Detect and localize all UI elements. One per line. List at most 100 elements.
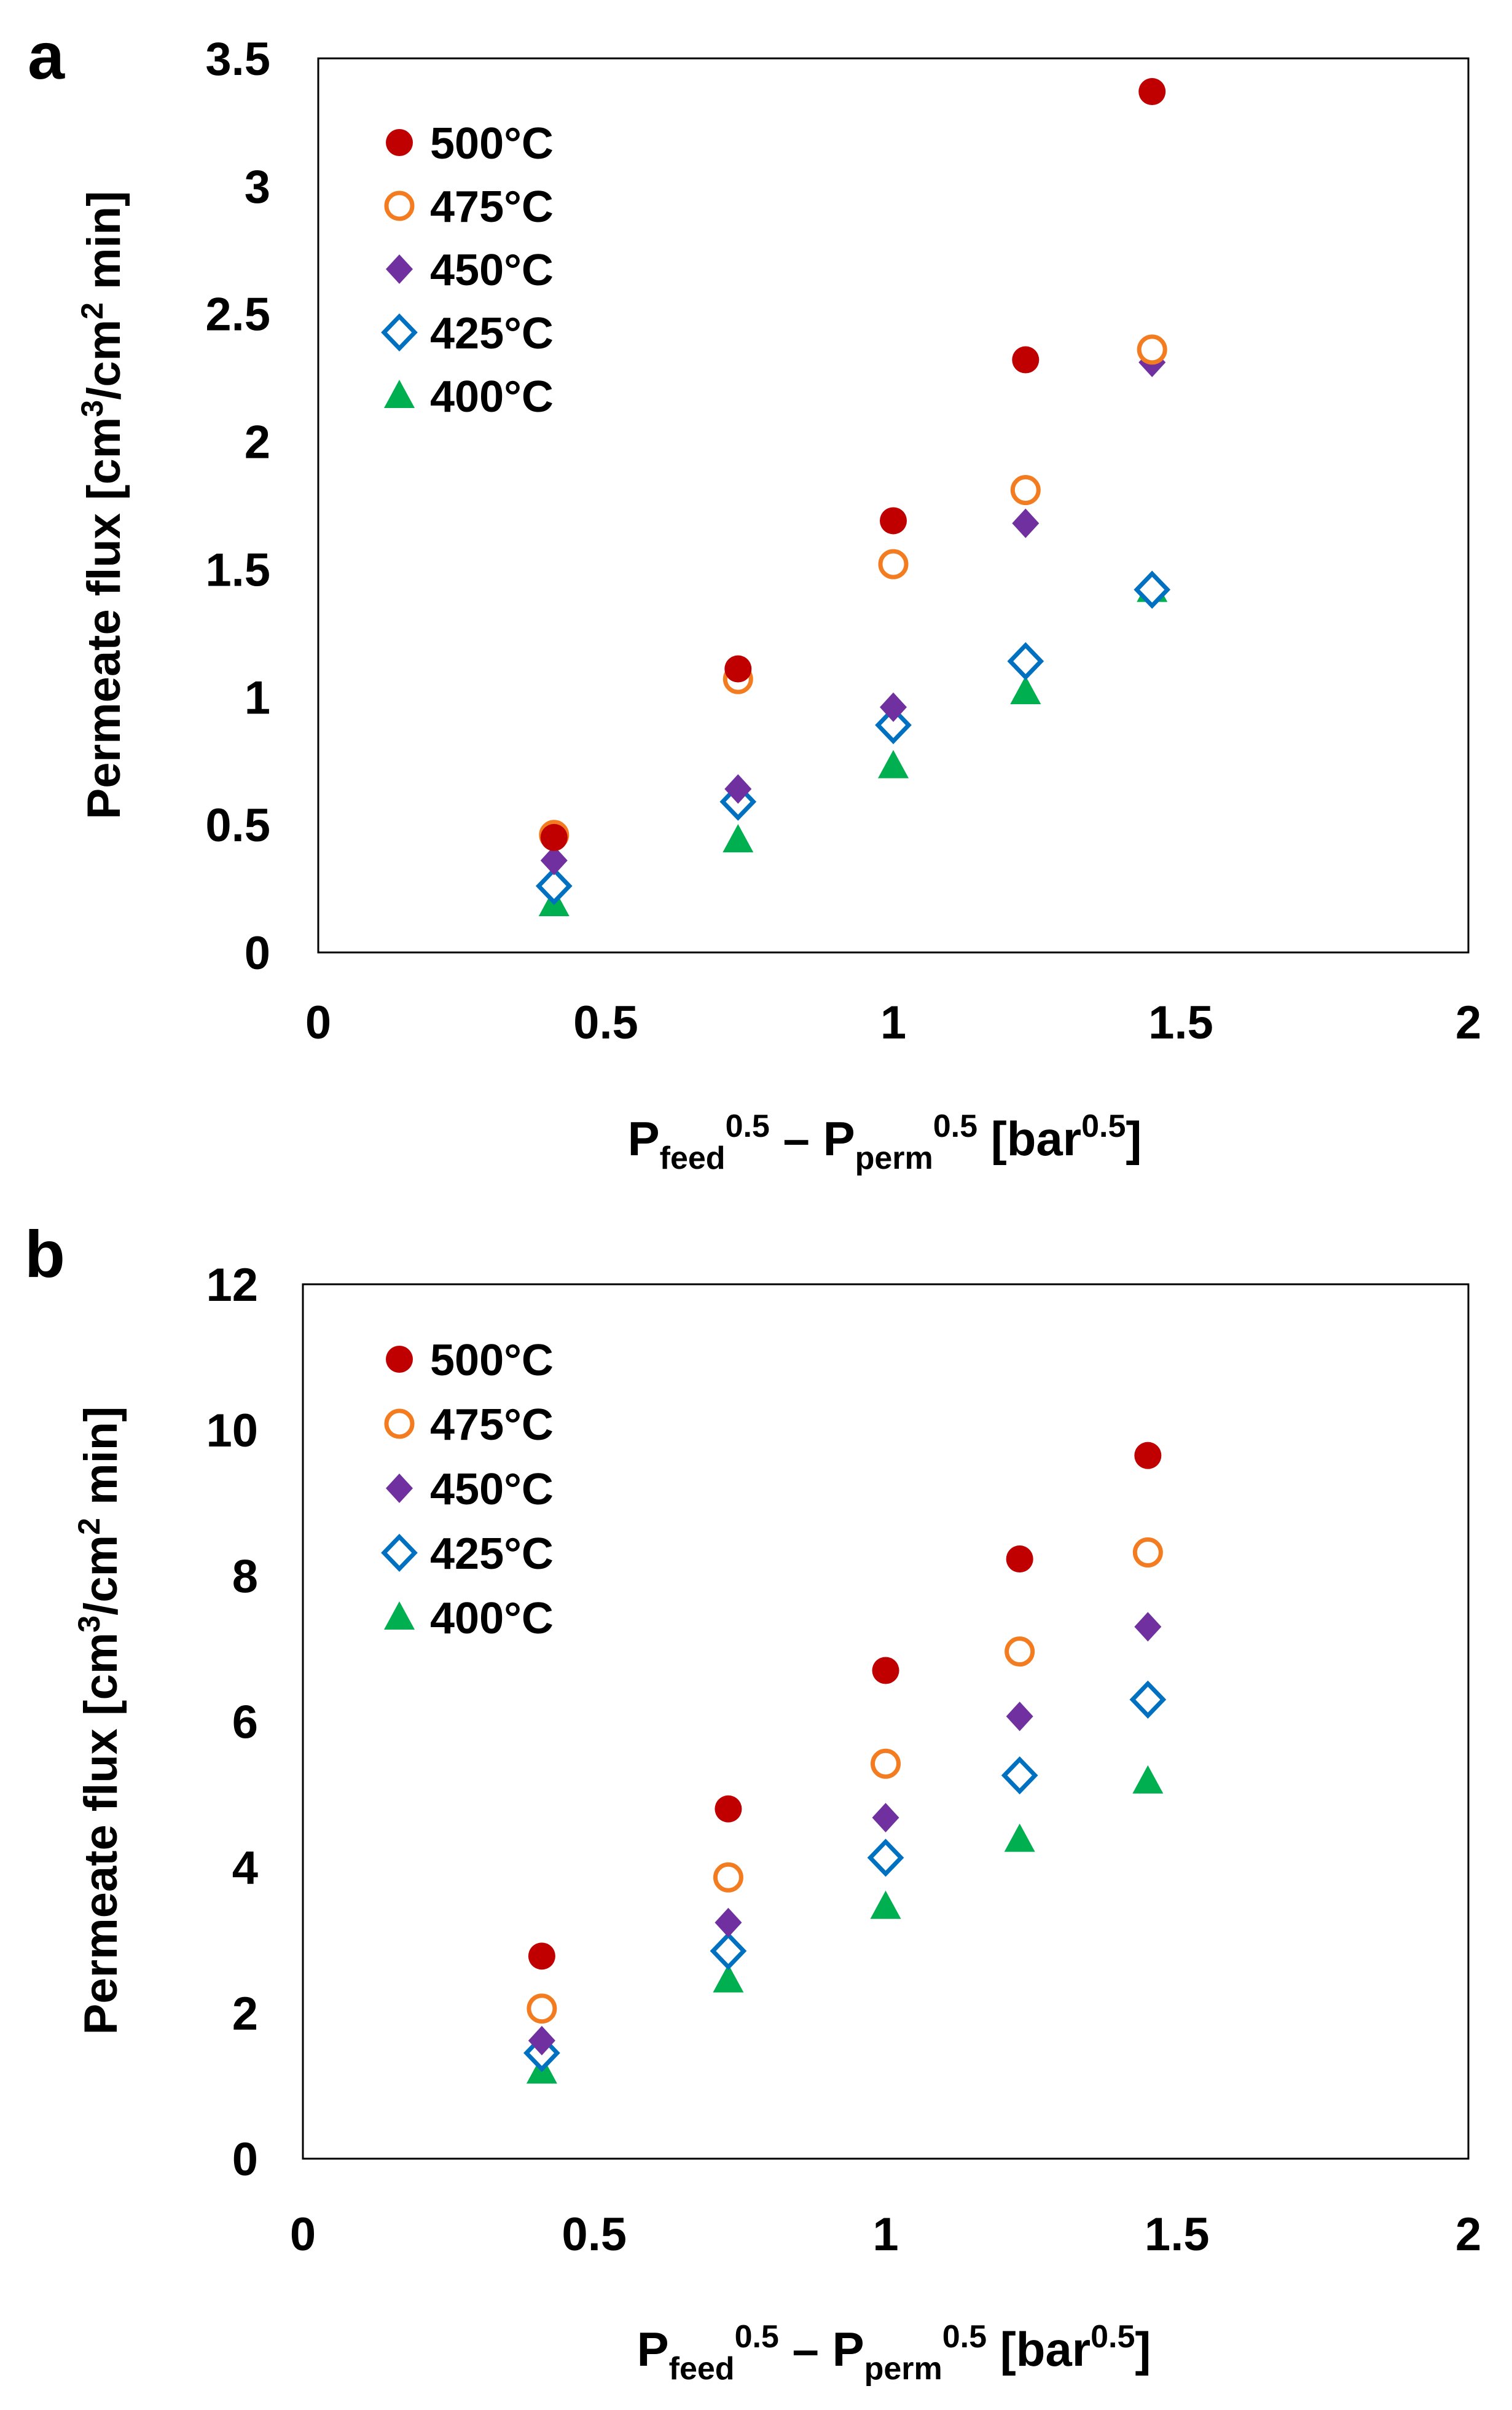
data-point-500c	[1134, 1442, 1162, 1469]
data-point-450c	[540, 846, 568, 876]
legend-label-400c: 400°C	[430, 372, 554, 422]
panel-a-y-tick-labels: 0 0.5 1 1.5 2 2.5 3 3.5	[205, 33, 270, 979]
y-tick-label: 0	[232, 2133, 258, 2186]
data-point-450c	[1012, 508, 1040, 538]
y-tick-label: 1.5	[205, 544, 270, 596]
x-tick-label: 1.5	[1145, 2208, 1210, 2261]
panel-b: b 0 2 4 6 8 10 12 0 0.5 1 1.5 2 Permeate flux [cm3…	[25, 1217, 1481, 2387]
x-tick-label: 1.5	[1148, 997, 1213, 1049]
legend-marker-500c	[386, 1346, 413, 1373]
panel-a: a 0 0.5 1 1.5 2 2.5 3 3.5 0 0.5 1 1.5 2 Permeate fl…	[28, 18, 1481, 1176]
panel-b-y-axis-label: Permeate flux [cm3/cm2 min]	[72, 1407, 127, 2035]
data-point-475c	[1010, 475, 1041, 506]
panel-b-x-axis-label: Pfeed0.5 – Pperm0.5 [bar0.5]	[637, 2319, 1151, 2387]
data-point-400c	[723, 824, 754, 853]
y-tick-label: 6	[232, 1697, 258, 1749]
data-point-500c	[715, 1795, 742, 1823]
data-point-450c	[1006, 1702, 1033, 1732]
data-point-500c	[540, 823, 568, 851]
panel-b-legend: 500°C 475°C 450°C 425°C 400°C	[381, 1336, 554, 1643]
panel-b-y-tick-labels: 0 2 4 6 8 10 12	[206, 1259, 258, 2186]
y-tick-label: 2	[245, 417, 270, 469]
panel-a-legend: 500°C 475°C 450°C 425°C 400°C	[381, 119, 554, 422]
data-point-400c	[1004, 1823, 1035, 1852]
panel-a-y-axis-label: Permeate flux [cm3/cm2 min]	[75, 191, 130, 820]
legend-marker-425c	[381, 1533, 418, 1572]
y-tick-label: 2.5	[205, 289, 270, 341]
legend-marker-450c	[386, 1474, 413, 1503]
y-tick-label: 4	[232, 1842, 258, 1894]
data-point-425c	[1007, 642, 1044, 681]
legend-label-425c: 425°C	[430, 1529, 554, 1579]
data-point-500c	[1006, 1545, 1033, 1573]
data-point-475c	[871, 1748, 901, 1779]
data-point-450c	[528, 2025, 555, 2055]
data-point-500c	[1138, 78, 1166, 106]
panel-a-x-axis-label: Pfeed0.5 – Pperm0.5 [bar0.5]	[628, 1109, 1142, 1176]
x-tick-label: 1	[872, 2208, 898, 2261]
x-tick-label: 1	[880, 997, 906, 1049]
data-point-450c	[880, 692, 907, 722]
data-point-425c	[1129, 1680, 1167, 1719]
panel-b-x-tick-labels: 0 0.5 1 1.5 2	[290, 2208, 1481, 2261]
legend-marker-475c	[384, 1408, 415, 1439]
panel-b-label: b	[25, 1217, 65, 1291]
data-point-475c	[1137, 334, 1167, 365]
x-tick-label: 0.5	[562, 2208, 627, 2261]
legend-label-450c: 450°C	[430, 1465, 554, 1514]
x-tick-label: 0	[290, 2208, 316, 2261]
data-point-450c	[715, 1907, 742, 1937]
y-tick-label: 8	[232, 1550, 258, 1603]
legend-label-400c: 400°C	[430, 1594, 554, 1643]
data-point-400c	[878, 750, 909, 779]
panel-b-plot-frame	[302, 1283, 1470, 2160]
data-point-425c	[1001, 1756, 1038, 1795]
data-point-450c	[1134, 1612, 1162, 1642]
data-point-400c	[1010, 675, 1041, 704]
legend-marker-400c	[384, 1601, 415, 1630]
data-point-500c	[528, 1942, 555, 1970]
data-point-475c	[1005, 1636, 1035, 1667]
data-point-425c	[867, 1839, 904, 1877]
x-tick-label: 0	[305, 997, 331, 1049]
legend-marker-400c	[384, 380, 415, 408]
data-point-475c	[713, 1862, 743, 1893]
legend-label-450c: 450°C	[430, 246, 554, 295]
data-point-400c	[1132, 1765, 1164, 1794]
data-point-400c	[713, 1964, 744, 1993]
legend-label-475c: 475°C	[430, 183, 554, 232]
panel-a-data-points	[535, 78, 1171, 917]
panel-b-data-points	[523, 1442, 1167, 2084]
data-point-450c	[724, 774, 752, 804]
y-tick-label: 2	[232, 1988, 258, 2040]
panel-a-plot-frame	[317, 57, 1470, 954]
panel-a-label: a	[28, 18, 65, 93]
x-tick-label: 2	[1455, 2208, 1481, 2261]
data-point-425c	[710, 1931, 747, 1971]
y-tick-label: 10	[206, 1405, 258, 1457]
data-point-450c	[872, 1803, 899, 1833]
data-point-425c	[875, 705, 912, 745]
data-point-425c	[535, 866, 573, 905]
data-point-500c	[1012, 346, 1040, 374]
x-tick-label: 0.5	[573, 997, 638, 1049]
legend-marker-475c	[384, 190, 415, 221]
data-point-475c	[878, 549, 909, 579]
data-point-400c	[870, 1890, 901, 1919]
legend-label-475c: 475°C	[430, 1400, 554, 1450]
y-tick-label: 3.5	[205, 33, 270, 85]
legend-label-425c: 425°C	[430, 309, 554, 358]
legend-marker-450c	[386, 254, 413, 284]
data-point-500c	[880, 507, 907, 535]
data-point-500c	[724, 655, 752, 683]
y-tick-label: 0	[245, 927, 270, 979]
y-tick-label: 0.5	[205, 799, 270, 852]
y-tick-label: 3	[245, 161, 270, 213]
data-point-500c	[872, 1657, 899, 1684]
panel-a-x-tick-labels: 0 0.5 1 1.5 2	[305, 997, 1481, 1049]
data-point-475c	[527, 1993, 557, 2024]
data-point-425c	[1134, 570, 1171, 609]
legend-marker-425c	[381, 313, 418, 352]
y-tick-label: 1	[245, 672, 270, 724]
